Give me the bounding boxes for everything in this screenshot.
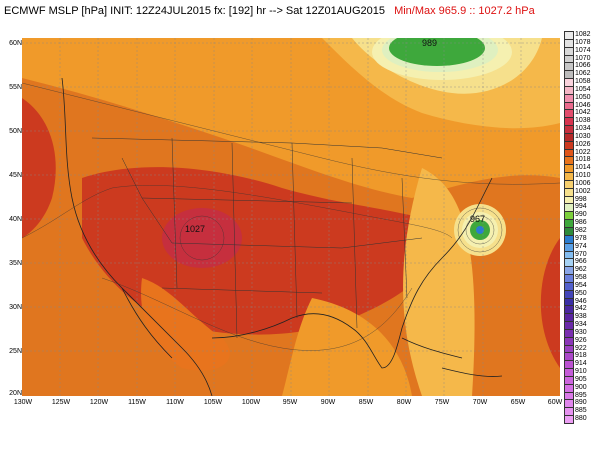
lon-label-130w: 130W — [13, 399, 33, 406]
legend-level: 938 — [575, 313, 587, 321]
legend-level: 890 — [575, 399, 587, 407]
title-text: ECMWF MSLP [hPa] INIT: 12Z24JUL2015 fx: … — [4, 5, 385, 17]
low-label-967: 967 — [470, 214, 486, 224]
lat-label-60n: 60N — [9, 40, 22, 47]
lon-label-80w: 80W — [396, 399, 412, 406]
legend-level: 1058 — [575, 78, 591, 86]
low-label-989: 989 — [422, 38, 438, 48]
legend-level: 880 — [575, 415, 587, 423]
lon-label-60w: 60W — [547, 399, 563, 406]
legend-level: 942 — [575, 305, 587, 313]
legend-level: 970 — [575, 250, 587, 258]
legend-level: 1006 — [575, 179, 591, 187]
lon-label-100w: 100W — [241, 399, 261, 406]
lon-label-85w: 85W — [358, 399, 374, 406]
legend-level: 950 — [575, 289, 587, 297]
lat-label-40n: 40N — [9, 216, 22, 223]
pressure-map: 989 967 1027 — [22, 38, 560, 396]
legend-level: 994 — [575, 203, 587, 211]
graticule — [22, 38, 560, 396]
lon-label-95w: 95W — [282, 399, 298, 406]
legend-level: 905 — [575, 375, 587, 383]
legend-level: 1014 — [575, 164, 591, 172]
legend-level: 1026 — [575, 140, 591, 148]
low-core-986 — [389, 38, 485, 66]
legend-level: 918 — [575, 352, 587, 360]
legend-level: 978 — [575, 234, 587, 242]
legend-level: 914 — [575, 360, 587, 368]
lon-label-105w: 105W — [203, 399, 223, 406]
legend-level: 900 — [575, 383, 587, 391]
low-core-967 — [476, 226, 484, 234]
lon-label-120w: 120W — [89, 399, 109, 406]
legend-level: 1050 — [575, 93, 591, 101]
legend-level: 974 — [575, 242, 587, 250]
southwest-band — [141, 278, 230, 371]
map-canvas — [22, 38, 560, 396]
legend-level: 910 — [575, 368, 587, 376]
legend-level: 1010 — [575, 172, 591, 180]
minmax-text: Min/Max 965.9 :: 1027.2 hPa — [394, 5, 535, 17]
gulf-band — [282, 298, 412, 396]
lat-label-30n: 30N — [9, 304, 22, 311]
legend-level: 998 — [575, 195, 587, 203]
lon-label-70w: 70W — [472, 399, 488, 406]
legend-level: 958 — [575, 274, 587, 282]
lat-label-20n: 20N — [9, 390, 22, 397]
lat-label-45n: 45N — [9, 172, 22, 179]
lon-label-110w: 110W — [166, 399, 184, 406]
legend-level: 962 — [575, 266, 587, 274]
legend-level: 922 — [575, 344, 587, 352]
legend-level: 1078 — [575, 38, 591, 46]
legend-level: 954 — [575, 281, 587, 289]
coastlines — [61, 77, 503, 396]
legend-level: 885 — [575, 407, 587, 415]
high-label-1027: 1027 — [185, 224, 206, 234]
high-core-1027 — [162, 208, 242, 268]
legend-level: 1074 — [575, 46, 591, 54]
legend-level: 986 — [575, 219, 587, 227]
legend-swatch — [564, 415, 574, 425]
chart-title: ECMWF MSLP [hPa] INIT: 12Z24JUL2015 fx: … — [4, 3, 535, 19]
legend-level: 1066 — [575, 62, 591, 70]
legend-level: 895 — [575, 391, 587, 399]
lon-label-125w: 125W — [51, 399, 71, 406]
lon-label-90w: 90W — [320, 399, 336, 406]
atlantic-high — [540, 238, 560, 368]
lat-label-50n: 50N — [9, 128, 22, 135]
legend-level: 982 — [575, 227, 587, 234]
lat-label-55n: 55N — [9, 84, 22, 91]
lat-label-25n: 25N — [9, 348, 22, 355]
legend-level: 1038 — [575, 117, 591, 125]
legend-level: 966 — [575, 258, 587, 266]
legend-level: 930 — [575, 328, 587, 336]
legend-level: 1030 — [575, 132, 591, 140]
lon-label-75w: 75W — [434, 399, 450, 406]
legend-level: 1062 — [575, 70, 591, 78]
legend-level: 1070 — [575, 54, 591, 62]
lat-label-35n: 35N — [9, 260, 22, 267]
legend-level: 1046 — [575, 101, 591, 109]
legend-level: 1018 — [575, 156, 591, 164]
legend-row: 880 — [563, 414, 597, 425]
legend-level: 1034 — [575, 125, 591, 133]
legend-level: 1054 — [575, 85, 591, 93]
color-legend: 1082 1078 1074 1070 1066 1062 1058 1054 1050 1046… — [563, 30, 597, 425]
legend-level: 990 — [575, 211, 587, 219]
legend-level: 1082 — [575, 31, 591, 38]
lon-label-115w: 115W — [128, 399, 146, 406]
lon-label-65w: 65W — [510, 399, 526, 406]
high-pressure-coast — [22, 98, 56, 238]
legend-level: 1042 — [575, 109, 591, 117]
legend-level: 946 — [575, 297, 587, 305]
legend-level: 934 — [575, 321, 587, 329]
legend-level: 1022 — [575, 148, 591, 156]
isobars — [22, 82, 560, 351]
state-borders — [91, 137, 443, 339]
legend-level: 1002 — [575, 187, 591, 195]
legend-level: 926 — [575, 336, 587, 344]
